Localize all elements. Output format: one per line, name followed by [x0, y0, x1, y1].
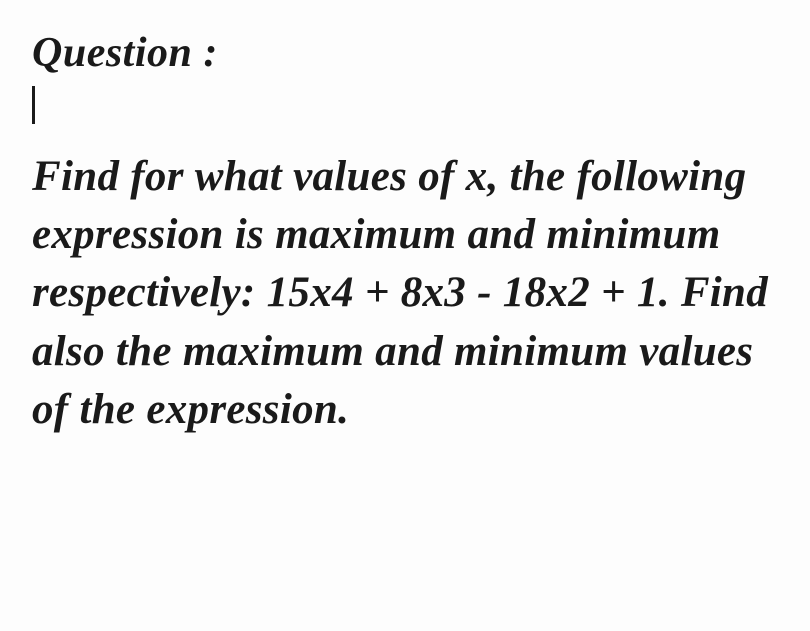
text-cursor	[32, 86, 35, 124]
question-heading: Question :	[32, 28, 778, 78]
cursor-line	[32, 86, 778, 130]
question-body: Find for what values of x, the following…	[32, 148, 778, 438]
